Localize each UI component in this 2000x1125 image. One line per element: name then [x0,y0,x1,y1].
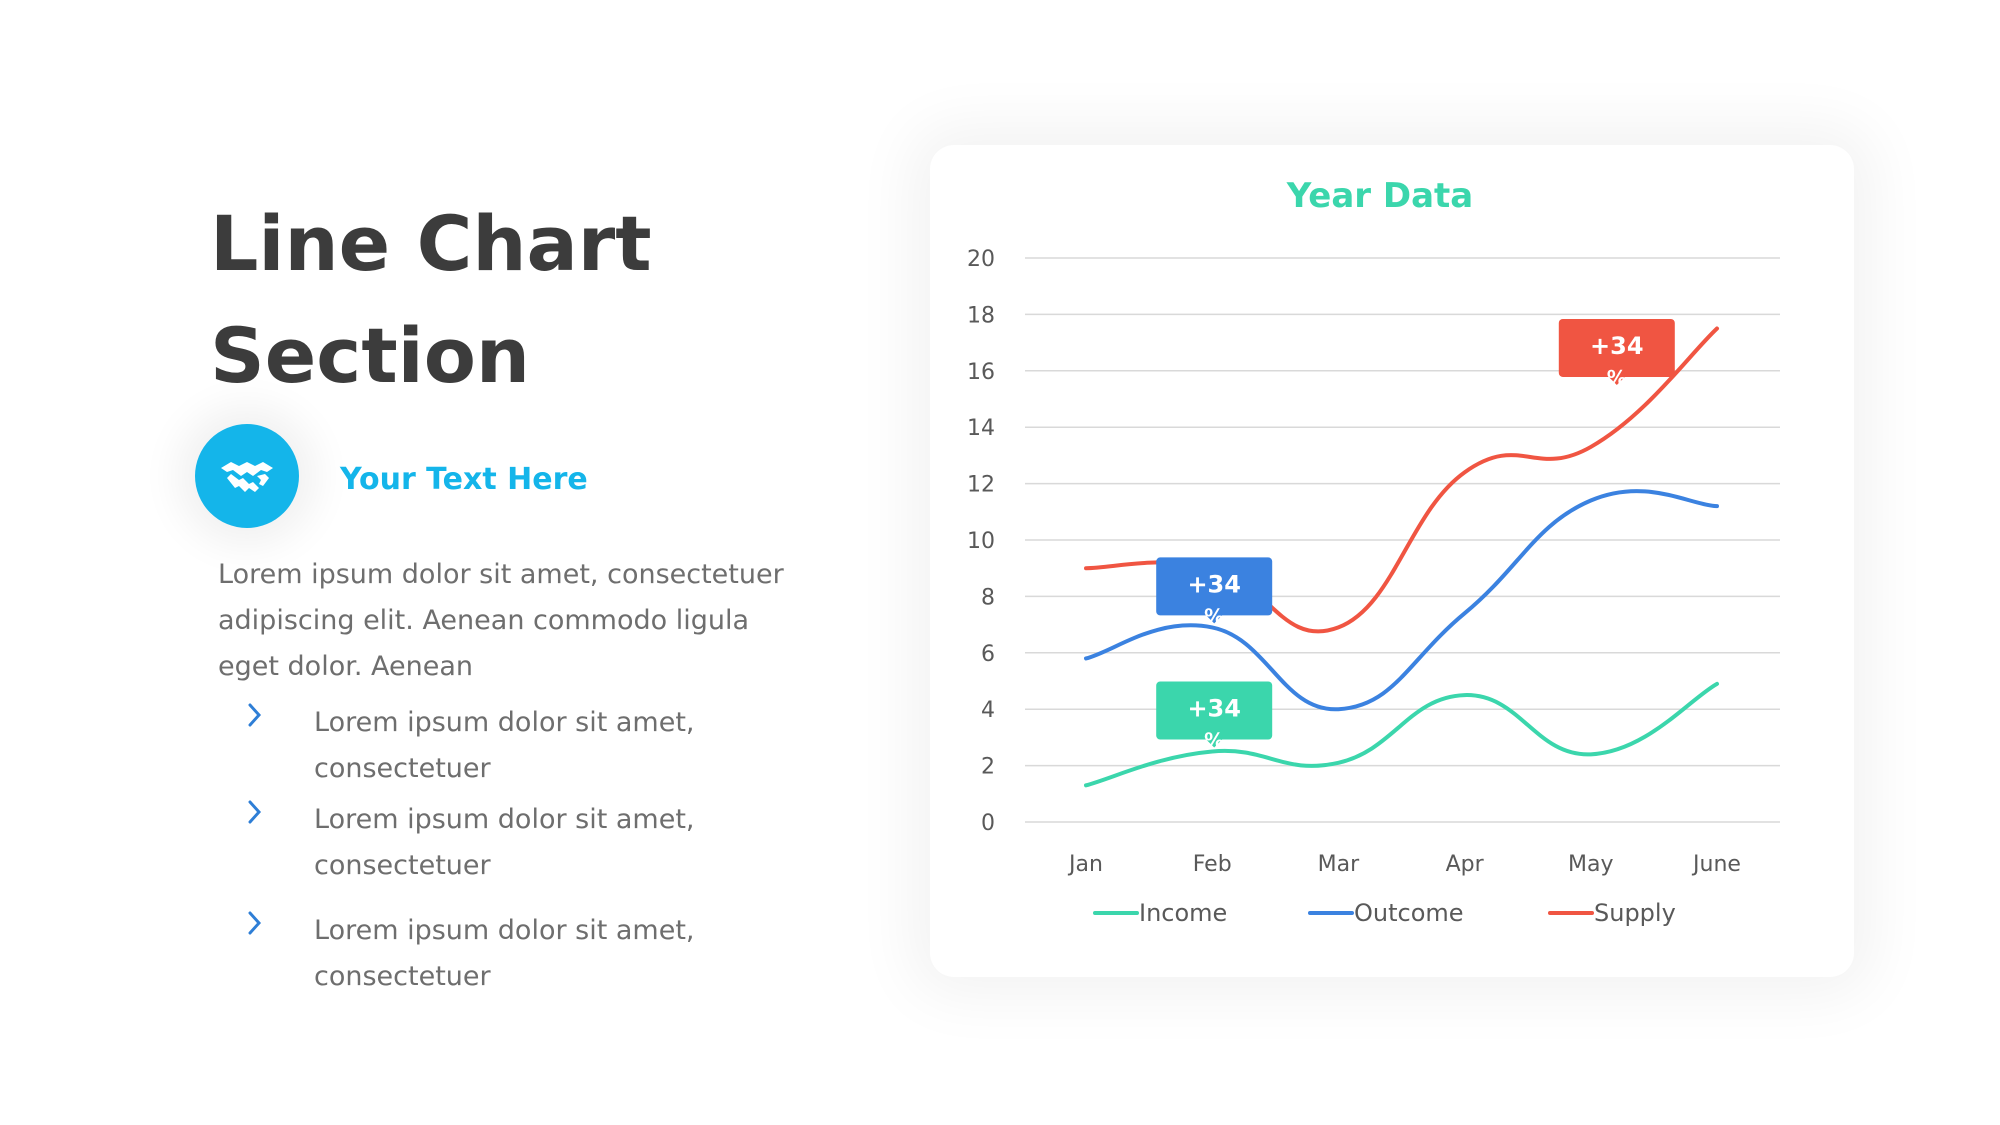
y-tick-label: 6 [981,642,995,667]
handshake-icon [195,424,299,528]
annotation-suffix: % [1204,729,1224,753]
bullet-text: Lorem ipsum dolor sit amet, consectetuer [314,797,794,889]
y-tick-label: 8 [981,585,995,610]
slide-title: Line Chart Section [210,188,730,412]
y-tick-label: 16 [967,360,995,385]
x-tick-label: Feb [1193,852,1232,877]
bullet-line: Lorem ipsum dolor sit amet, [314,707,695,738]
x-tick-label: Mar [1318,852,1360,877]
y-tick-label: 20 [967,247,995,272]
x-tick-label: Jan [1067,852,1103,877]
annotation-pointer [1206,615,1223,624]
series-line-income [1084,681,1719,788]
bullet-line: consectetuer [314,850,491,881]
series-line-outcome [1084,489,1719,712]
x-tick-label: June [1691,852,1741,877]
bullet-line: consectetuer [314,961,491,992]
y-tick-label: 2 [981,755,995,780]
chart-card: Year Data 0 2 4 6 8 10 12 14 16 18 20 Jan Feb Mar Apr Ma… [930,145,1854,977]
annotation-badge [1156,681,1273,740]
x-tick-label: Apr [1446,852,1485,877]
bullet-line: Lorem ipsum dolor sit amet, [314,804,695,835]
annotation-pointer [1206,739,1223,748]
legend-label-outcome: Outcome [1354,899,1464,927]
body-paragraph: Lorem ipsum dolor sit amet, consectetuer… [218,552,858,690]
x-tick-label: May [1568,852,1613,877]
annotation-label: +34 [1187,570,1241,598]
annotation-suffix: % [1204,604,1224,628]
y-tick-label: 10 [967,529,995,554]
y-tick-label: 0 [981,811,995,836]
annotation-label: +34 [1187,695,1241,723]
bullet-line: consectetuer [314,753,491,784]
y-tick-label: 18 [967,303,995,328]
section-subtitle: Your Text Here [340,462,588,497]
bullet-line: Lorem ipsum dolor sit amet, [314,915,695,946]
bullet-text: Lorem ipsum dolor sit amet, consectetuer [314,908,794,1000]
annotation-label: +34 [1590,332,1644,360]
line-chart: Year Data 0 2 4 6 8 10 12 14 16 18 20 Jan Feb Mar Apr Ma… [967,176,1780,927]
y-tick-label: 12 [967,473,995,498]
chevron-right-icon [248,703,262,727]
paragraph-line-2: adipiscing elit. Aenean commodo ligula [218,605,750,636]
annotation-badge [1156,557,1273,616]
annotation-badge [1558,318,1675,377]
paragraph-line-3: eget dolor. Aenean [218,651,473,682]
bullet-text: Lorem ipsum dolor sit amet, consectetuer [314,700,794,792]
paragraph-line-1: Lorem ipsum dolor sit amet, consectetuer [218,559,784,590]
y-tick-label: 14 [967,416,995,441]
slide-title-line-1: Line Chart [210,199,652,288]
annotation-pointer [1608,376,1625,385]
chevron-right-icon [248,800,262,824]
y-tick-label: 4 [981,698,995,723]
legend-label-supply: Supply [1594,899,1676,927]
legend-label-income: Income [1139,899,1227,927]
annotation-suffix: % [1607,366,1627,390]
chart-title: Year Data [1286,176,1473,216]
chevron-right-icon [248,911,262,935]
slide-title-line-2: Section [210,311,531,400]
